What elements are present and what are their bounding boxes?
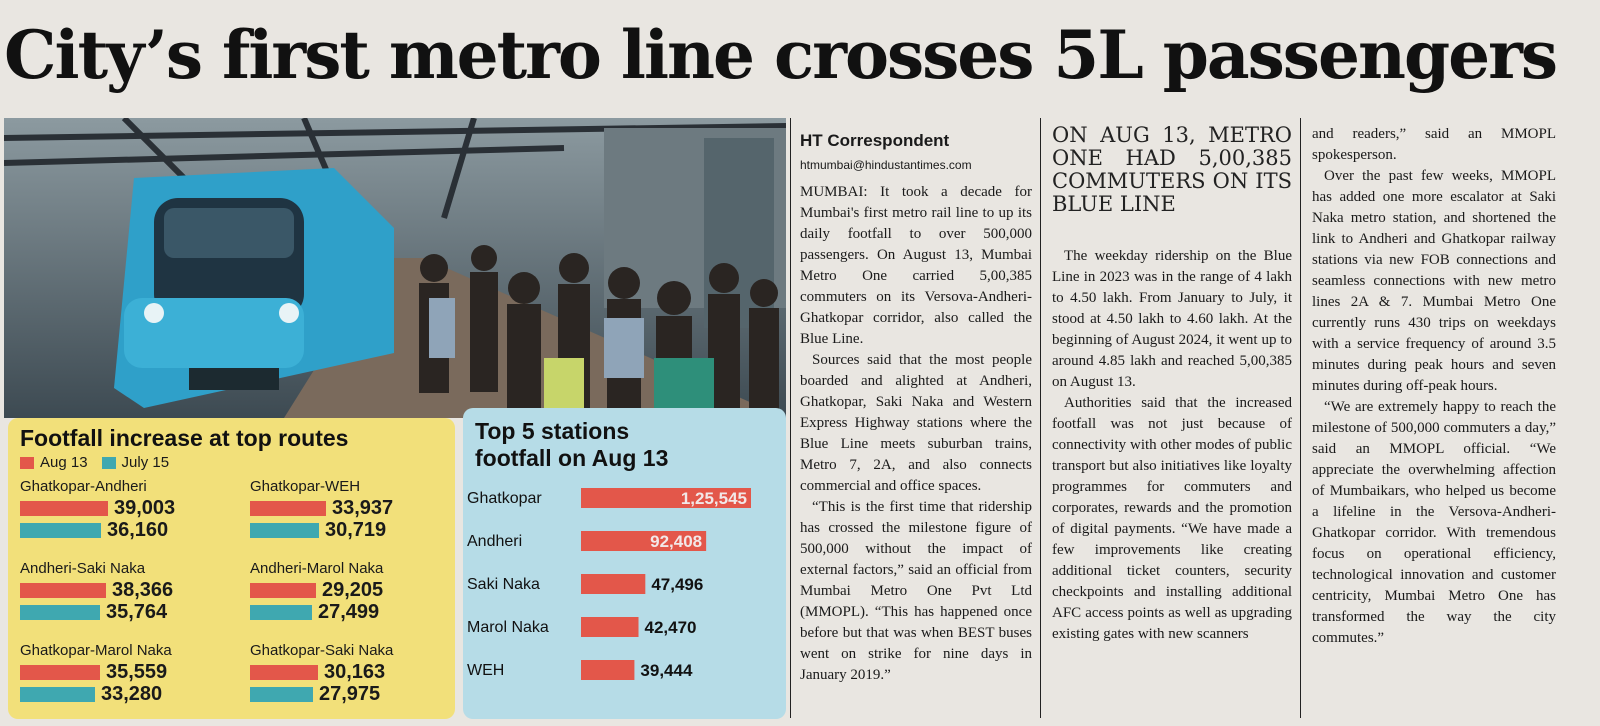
column-rule — [1040, 118, 1041, 718]
article-column-2: ON AUG 13, METRO ONE HAD 5,00,385 COMMUT… — [1052, 124, 1292, 645]
top5-title-line2: footfall on Aug 13 — [475, 445, 669, 471]
route-bar-aug13 — [250, 500, 326, 516]
route-name: Andheri-Marol Naka — [250, 560, 384, 577]
route-bar-row: 30,163 — [250, 661, 393, 683]
route-name: Ghatkopar-Andheri — [20, 478, 147, 495]
route-block: Ghatkopar-WEH 33,937 30,719 — [250, 477, 393, 541]
route-name: Ghatkopar-WEH — [250, 478, 361, 495]
route-value-jul15: 33,280 — [101, 682, 163, 705]
top5-bar-chart: Ghatkopar 1,25,545 Andheri 92,408 Saki Naka 4… — [467, 488, 751, 680]
station-bar — [581, 574, 646, 594]
route-name: Andheri-Saki Naka — [20, 560, 146, 577]
byline-email: htmumbai@hindustantimes.com — [800, 158, 972, 172]
pull-quote: ON AUG 13, METRO ONE HAD 5,00,385 COMMUT… — [1052, 123, 1292, 216]
route-bar-row: 36,160 — [20, 519, 175, 541]
route-block: Andheri-Saki Naka 38,366 35,764 — [20, 559, 173, 623]
station-label: Marol Naka — [467, 619, 549, 636]
route-bar-aug13 — [250, 582, 316, 598]
route-bar-jul15 — [250, 686, 313, 702]
route-block: Ghatkopar-Andheri 39,003 36,160 — [20, 477, 175, 541]
route-bar-row: 35,559 — [20, 661, 172, 683]
article-paragraph: Over the past few weeks, MMOPL has added… — [1312, 168, 1556, 394]
footfall-legend: Aug 13 July 15 — [20, 454, 443, 471]
route-value-jul15: 27,975 — [319, 682, 381, 705]
article-paragraph: “We are extremely happy to reach the mil… — [1312, 399, 1556, 646]
route-value-aug13: 35,559 — [106, 660, 168, 683]
route-value-aug13: 39,003 — [114, 496, 176, 519]
route-bar-row: 39,003 — [20, 497, 175, 519]
route-value-jul15: 35,764 — [106, 600, 168, 623]
station-value: 42,470 — [645, 618, 697, 637]
top5-stations-chart: Top 5 stations footfall on Aug 13 Ghatko… — [463, 408, 786, 719]
legend-item-aug13: Aug 13 — [20, 454, 88, 471]
route-bar-jul15 — [20, 686, 95, 702]
byline: HT Correspondent — [800, 131, 950, 150]
route-bar-jul15 — [20, 522, 101, 538]
station-label: Saki Naka — [467, 576, 540, 593]
footfall-title: Footfall increase at top routes — [20, 425, 349, 451]
legend-swatch-aug13 — [20, 457, 34, 470]
article-column-3: and readers,” said an MMOPL spokesperson… — [1312, 124, 1556, 649]
route-bar-aug13 — [20, 582, 106, 598]
station-bar — [581, 660, 635, 680]
route-bar-row: 27,975 — [250, 683, 393, 705]
station-label: Ghatkopar — [467, 490, 542, 507]
route-value-jul15: 27,499 — [318, 600, 380, 623]
route-bar-row: 29,205 — [250, 579, 383, 601]
legend-swatch-jul15 — [101, 457, 116, 470]
station-value: 47,496 — [651, 575, 703, 594]
station-value: 39,444 — [640, 661, 693, 680]
route-bar-jul15 — [20, 604, 100, 620]
station-value: 1,25,545 — [681, 489, 747, 508]
route-value-jul15: 30,719 — [325, 518, 387, 541]
metro-platform-photo — [4, 118, 786, 418]
route-bar-aug13 — [250, 664, 318, 680]
legend-label-aug13: Aug 13 — [40, 454, 88, 471]
station-bar — [581, 617, 639, 637]
article-paragraph: and readers,” said an MMOPL spokesperson… — [1312, 126, 1556, 163]
station-label: Andheri — [467, 533, 522, 550]
legend-label-jul15: July 15 — [121, 454, 170, 471]
route-value-aug13: 33,937 — [332, 496, 394, 519]
article-paragraph: “This is the first time that ridership h… — [800, 499, 1032, 683]
route-value-jul15: 36,160 — [107, 518, 169, 541]
route-bar-row: 30,719 — [250, 519, 393, 541]
route-bar-jul15 — [250, 522, 319, 538]
route-name: Ghatkopar-Saki Naka — [250, 642, 394, 659]
route-bar-aug13 — [20, 500, 108, 516]
route-bar-aug13 — [20, 664, 100, 680]
route-block: Ghatkopar-Marol Naka 35,559 33,280 — [20, 641, 172, 705]
route-bar-row: 33,937 — [250, 497, 393, 519]
article-paragraph: MUMBAI: It took a decade for Mumbai's fi… — [800, 184, 1032, 347]
footfall-infographic: Footfall increase at top routes Aug 13 J… — [8, 418, 455, 719]
route-bar-row: 27,499 — [250, 601, 383, 623]
station-bar — [581, 531, 707, 551]
top5-title: Top 5 stations footfall on Aug 13 — [475, 418, 774, 472]
route-bar-jul15 — [250, 604, 312, 620]
article-paragraph: The weekday ridership on the Blue Line i… — [1052, 248, 1292, 390]
article-paragraph: Authorities said that the increased foot… — [1052, 395, 1292, 642]
station-bar — [581, 488, 751, 508]
headline: City’s first metro line crosses 5L passe… — [4, 16, 1558, 94]
route-value-aug13: 38,366 — [112, 578, 174, 601]
route-bar-row: 33,280 — [20, 683, 172, 705]
legend-item-jul15: July 15 — [101, 454, 170, 471]
column-rule — [790, 118, 791, 718]
route-name: Ghatkopar-Marol Naka — [20, 642, 172, 659]
route-bar-row: 38,366 — [20, 579, 173, 601]
column-rule — [1300, 118, 1301, 718]
route-value-aug13: 29,205 — [322, 578, 384, 601]
article-column-1: HT Correspondent htmumbai@hindustantimes… — [800, 130, 1032, 686]
route-bar-row: 35,764 — [20, 601, 173, 623]
article-paragraph: Sources said that the most people boarde… — [800, 352, 1032, 494]
route-block: Andheri-Marol Naka 29,205 27,499 — [250, 559, 383, 623]
route-value-aug13: 30,163 — [324, 660, 386, 683]
station-value: 92,408 — [650, 532, 702, 551]
top5-title-line1: Top 5 stations — [475, 418, 630, 444]
route-block: Ghatkopar-Saki Naka 30,163 27,975 — [250, 641, 393, 705]
station-label: WEH — [467, 662, 504, 679]
